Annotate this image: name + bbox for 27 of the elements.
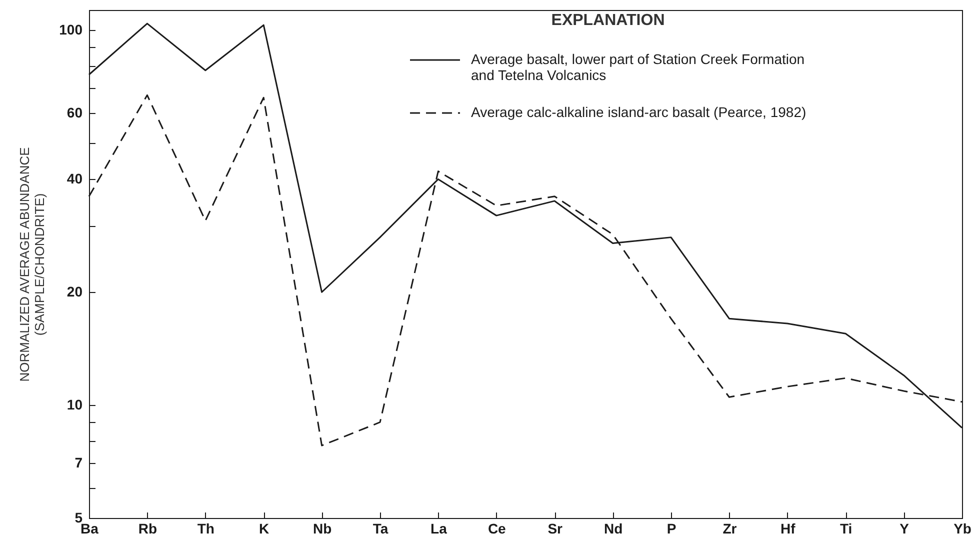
y-axis-title: NORMALIZED AVERAGE ABUNDANCE (SAMPLE/CHONDRITE): [17, 146, 48, 382]
x-tick-label: Y: [900, 520, 910, 536]
x-tick-label: Ce: [488, 520, 506, 536]
legend-title: EXPLANATION: [551, 12, 665, 29]
x-tick-label: Nd: [604, 520, 623, 536]
x-tick-label: P: [666, 520, 676, 536]
y-tick-label: 40: [66, 170, 83, 187]
x-tick-label: Ta: [372, 520, 388, 536]
y-tick-label: 20: [66, 284, 83, 300]
x-tick-label: Zr: [722, 520, 738, 536]
y-tick-label: 10: [66, 396, 83, 413]
x-tick-label: Yb: [954, 520, 972, 536]
y-tick-label: 60: [66, 104, 83, 121]
y-tick-label: 7: [74, 454, 83, 471]
y-tick-label: 100: [59, 21, 83, 38]
x-tick-label: Ba: [80, 520, 99, 536]
y-tick-label: 5: [74, 510, 83, 526]
legend-label: Average basalt, lower part of Station Creek Formation and Tetelna Volcanics: [471, 51, 805, 83]
x-tick-label: Th: [197, 520, 214, 536]
x-tick-label: Rb: [138, 520, 158, 536]
x-tick-label: Nb: [312, 520, 332, 536]
x-tick-label: Ti: [840, 520, 852, 536]
x-tick-label: K: [259, 520, 270, 536]
legend-label: Average calc-alkaline island-arc basalt (Pearce, 1982): [471, 104, 806, 120]
x-tick-label: Hf: [780, 520, 796, 536]
x-tick-label: La: [430, 520, 448, 536]
x-tick-label: Sr: [548, 520, 564, 536]
